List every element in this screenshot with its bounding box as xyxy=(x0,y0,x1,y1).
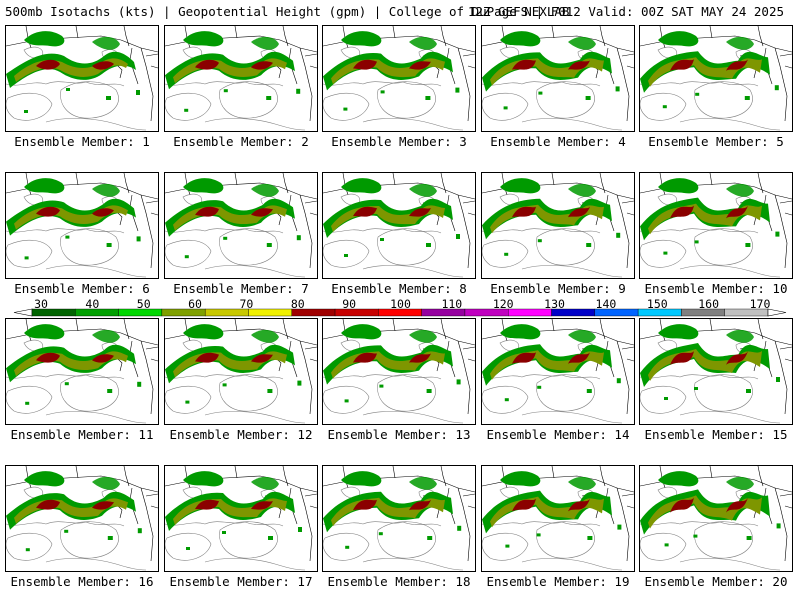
ensemble-member-label: Ensemble Member: 17 xyxy=(169,574,313,589)
ensemble-member-map xyxy=(639,318,793,425)
colorbar-tick-label: 140 xyxy=(595,297,617,311)
ensemble-member-map xyxy=(639,172,793,279)
colorbar-tick-label: 30 xyxy=(34,297,48,311)
colorbar-max-arrow xyxy=(767,308,787,317)
ensemble-member-map xyxy=(164,172,318,279)
ensemble-member-label: Ensemble Member: 2 xyxy=(173,134,309,149)
colorbar-tick-label: 160 xyxy=(698,297,720,311)
ensemble-member-label: Ensemble Member: 12 xyxy=(169,427,313,442)
ensemble-member-map xyxy=(639,465,793,572)
colorbar-tick-label: 70 xyxy=(239,297,254,311)
ensemble-member-label: Ensemble Member: 19 xyxy=(486,574,630,589)
colorbar-tick-label: 60 xyxy=(188,297,202,311)
ensemble-member-label: Ensemble Member: 10 xyxy=(644,281,788,296)
ensemble-member-label: Ensemble Member: 7 xyxy=(173,281,309,296)
ensemble-member-label: Ensemble Member: 14 xyxy=(486,427,630,442)
ensemble-member-label: Ensemble Member: 18 xyxy=(327,574,471,589)
colorbar-tick-label: 110 xyxy=(441,297,463,311)
wind-speed-colorbar xyxy=(13,308,787,317)
ensemble-member-map xyxy=(481,465,635,572)
ensemble-member-map xyxy=(322,318,476,425)
colorbar-tick-label: 80 xyxy=(290,297,305,311)
ensemble-member-map xyxy=(5,25,159,132)
ensemble-member-map xyxy=(481,25,635,132)
map-title: 500mb Isotachs (kts) | Geopotential Heig… xyxy=(5,4,570,19)
colorbar-min-arrow xyxy=(13,308,33,317)
ensemble-member-label: Ensemble Member: 13 xyxy=(327,427,471,442)
ensemble-member-label: Ensemble Member: 1 xyxy=(14,134,150,149)
ensemble-member-label: Ensemble Member: 6 xyxy=(14,281,150,296)
ensemble-member-label: Ensemble Member: 8 xyxy=(331,281,467,296)
ensemble-member-map xyxy=(5,172,159,279)
colorbar-tick-label: 130 xyxy=(544,297,565,311)
ensemble-member-map xyxy=(322,25,476,132)
ensemble-member-map xyxy=(5,465,159,572)
ensemble-member-map xyxy=(481,172,635,279)
ensemble-member-map xyxy=(164,318,318,425)
ensemble-member-label: Ensemble Member: 16 xyxy=(10,574,154,589)
ensemble-member-map xyxy=(164,25,318,132)
colorbar-tick-label: 120 xyxy=(492,297,514,311)
ensemble-member-map xyxy=(481,318,635,425)
ensemble-member-label: Ensemble Member: 3 xyxy=(331,134,467,149)
run-valid-time: 12Z GEFS | F012 Valid: 00Z SAT MAY 24 20… xyxy=(467,4,784,19)
colorbar-tick-label: 170 xyxy=(749,297,771,311)
ensemble-member-map xyxy=(639,25,793,132)
ensemble-member-map xyxy=(322,172,476,279)
ensemble-member-label: Ensemble Member: 20 xyxy=(644,574,788,589)
colorbar-tick-label: 150 xyxy=(646,297,668,311)
colorbar-tick-label: 50 xyxy=(136,297,151,311)
ensemble-member-map xyxy=(322,465,476,572)
ensemble-member-map xyxy=(5,318,159,425)
colorbar-tick-label: 40 xyxy=(85,297,100,311)
colorbar-swatch xyxy=(248,308,292,317)
ensemble-member-label: Ensemble Member: 9 xyxy=(490,281,626,296)
ensemble-member-label: Ensemble Member: 15 xyxy=(644,427,788,442)
colorbar-tick-label: 100 xyxy=(390,297,411,311)
ensemble-member-map xyxy=(164,465,318,572)
colorbar-tick-label: 90 xyxy=(342,297,357,311)
ensemble-member-label: Ensemble Member: 4 xyxy=(490,134,626,149)
ensemble-member-label: Ensemble Member: 11 xyxy=(10,427,154,442)
ensemble-member-label: Ensemble Member: 5 xyxy=(648,134,784,149)
